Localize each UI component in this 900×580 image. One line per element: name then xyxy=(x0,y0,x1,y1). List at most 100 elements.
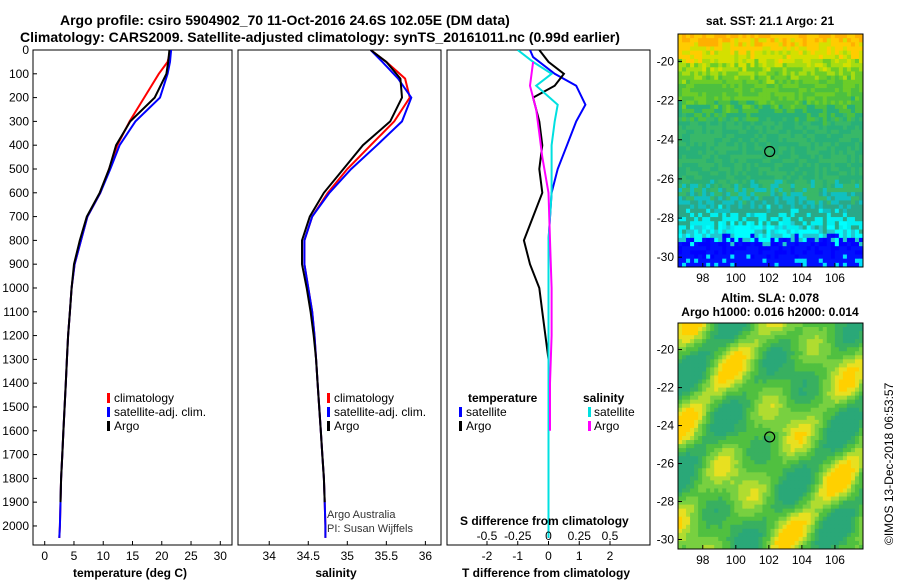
map-cell xyxy=(738,496,743,501)
map-cell xyxy=(698,167,703,172)
map-cell xyxy=(754,179,759,185)
map-cell xyxy=(846,512,852,518)
map-cell xyxy=(778,242,783,247)
map-cell xyxy=(718,154,723,160)
map-cell xyxy=(790,246,796,251)
map-lon-label: 104 xyxy=(792,271,812,285)
map-cell xyxy=(738,262,743,268)
map-cell xyxy=(782,46,787,52)
map-cell xyxy=(778,187,783,193)
map-cell xyxy=(798,83,804,89)
map-cell xyxy=(738,58,743,64)
map-cell xyxy=(718,225,723,230)
map-cell xyxy=(714,179,719,185)
map-cell xyxy=(746,204,751,210)
map-cell xyxy=(698,204,703,210)
map-cell xyxy=(746,363,751,368)
map-cell xyxy=(754,92,759,97)
map-cell xyxy=(822,63,828,68)
map-cell xyxy=(694,375,699,380)
map-cell xyxy=(746,42,751,47)
map-cell xyxy=(774,335,779,340)
map-cell xyxy=(714,196,719,201)
map-cell xyxy=(690,183,695,189)
map-cell xyxy=(778,480,783,485)
map-cell xyxy=(778,237,783,243)
map-cell xyxy=(738,508,743,514)
map-cell xyxy=(842,347,848,352)
map-cell xyxy=(742,492,747,497)
map-cell xyxy=(734,351,739,356)
map-cell xyxy=(690,258,695,264)
map-cell xyxy=(802,104,808,110)
map-cell xyxy=(778,347,783,352)
map-cell xyxy=(790,500,796,506)
map-cell xyxy=(750,423,755,429)
map-cell xyxy=(846,142,852,147)
map-cell xyxy=(702,254,707,260)
map-cell xyxy=(694,67,699,72)
map-cell xyxy=(794,351,800,356)
map-cell xyxy=(678,79,683,85)
map-cell xyxy=(790,196,796,201)
map-cell xyxy=(718,258,723,264)
map-cell xyxy=(786,71,792,77)
map-cell xyxy=(742,58,747,64)
map-cell xyxy=(854,125,860,131)
map-cell xyxy=(698,415,703,421)
map-cell xyxy=(742,171,747,176)
map-cell xyxy=(702,196,707,201)
map-cell xyxy=(742,71,747,77)
map-cell xyxy=(818,92,824,97)
map-cell xyxy=(794,375,800,380)
map-cell xyxy=(830,387,836,393)
map-cell xyxy=(822,108,828,114)
map-cell xyxy=(858,262,864,268)
map-cell xyxy=(806,167,812,172)
map-cell xyxy=(734,472,739,477)
map-cell xyxy=(722,468,727,473)
map-cell xyxy=(698,250,703,255)
map-cell xyxy=(802,488,808,493)
map-cell xyxy=(794,431,800,437)
map-cell xyxy=(846,246,852,251)
map-cell xyxy=(790,367,796,372)
map-cell xyxy=(858,129,864,135)
map-cell xyxy=(858,104,864,110)
depth-tick-label: 1900 xyxy=(2,495,29,509)
map-cell xyxy=(822,335,828,340)
map-cell xyxy=(798,504,804,510)
map-cell xyxy=(686,187,691,193)
map-cell xyxy=(806,500,812,506)
map-cell xyxy=(818,58,824,64)
map-cell xyxy=(742,258,747,264)
map-cell xyxy=(682,444,687,449)
map-cell xyxy=(846,117,852,122)
map-cell xyxy=(814,196,820,201)
map-cell xyxy=(698,217,703,222)
map-cell xyxy=(842,104,848,110)
map-cell xyxy=(702,250,707,255)
map-cell xyxy=(778,375,783,380)
map-cell xyxy=(702,108,707,114)
map-cell xyxy=(810,58,816,64)
map-cell xyxy=(790,359,796,364)
map-cell xyxy=(810,192,816,197)
map-cell xyxy=(806,146,812,151)
map-cell xyxy=(850,129,856,135)
map-cell xyxy=(770,399,775,405)
map-cell xyxy=(778,129,783,135)
map-cell xyxy=(746,327,751,332)
map-cell xyxy=(766,158,771,164)
map-cell xyxy=(806,347,812,352)
map-cell xyxy=(818,221,824,226)
map-cell xyxy=(750,464,755,469)
depth-tick-label: 1400 xyxy=(2,376,29,390)
map-cell xyxy=(694,436,699,441)
map-cell xyxy=(718,88,723,93)
map-cell xyxy=(742,75,747,81)
map-cell xyxy=(758,512,763,518)
map-cell xyxy=(790,440,796,445)
map-cell xyxy=(706,104,711,110)
map-cell xyxy=(726,212,731,218)
